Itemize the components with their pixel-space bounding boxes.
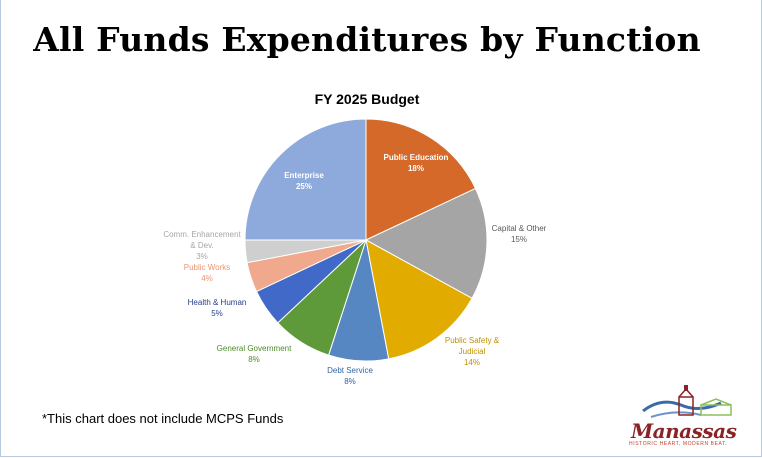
slice-label-public-safety-judicial: Public Safety & Judicial 14%: [445, 336, 500, 367]
slice-label-public-works: Public Works 4%: [184, 263, 231, 283]
logo-tagline: HISTORIC HEART, MODERN BEAT.: [629, 441, 728, 447]
pie-slice-public-education: [365, 118, 477, 241]
slice-label-comm-enhancement-dev: Comm. Enhancement & Dev. 3%: [163, 230, 241, 261]
slice-label-health-human: Health & Human 5%: [188, 298, 247, 318]
pie-slice-public-safety-judicial: [365, 239, 473, 360]
slice-label-debt-service: Debt Service 8%: [327, 366, 373, 386]
slide-title: All Funds Expenditures by Function: [33, 20, 701, 59]
footnote: *This chart does not include MCPS Funds: [42, 411, 284, 426]
chart-title: FY 2025 Budget: [314, 91, 420, 107]
slice-label-public-education: Public Education 18%: [384, 153, 449, 173]
skyline-icon: [642, 385, 732, 418]
slice-label-capital-other: Capital & Other 15%: [492, 224, 547, 244]
slice-label-general-government: General Government 8%: [217, 344, 292, 364]
logo-wordmark: Manassas: [631, 419, 737, 443]
pie-slice-capital-other: [364, 187, 488, 299]
slice-label-enterprise: Enterprise 25%: [284, 171, 324, 191]
manassas-logo: Manassas HISTORIC HEART, MODERN BEAT.: [621, 383, 752, 449]
pie-slice-enterprise: [244, 118, 367, 241]
